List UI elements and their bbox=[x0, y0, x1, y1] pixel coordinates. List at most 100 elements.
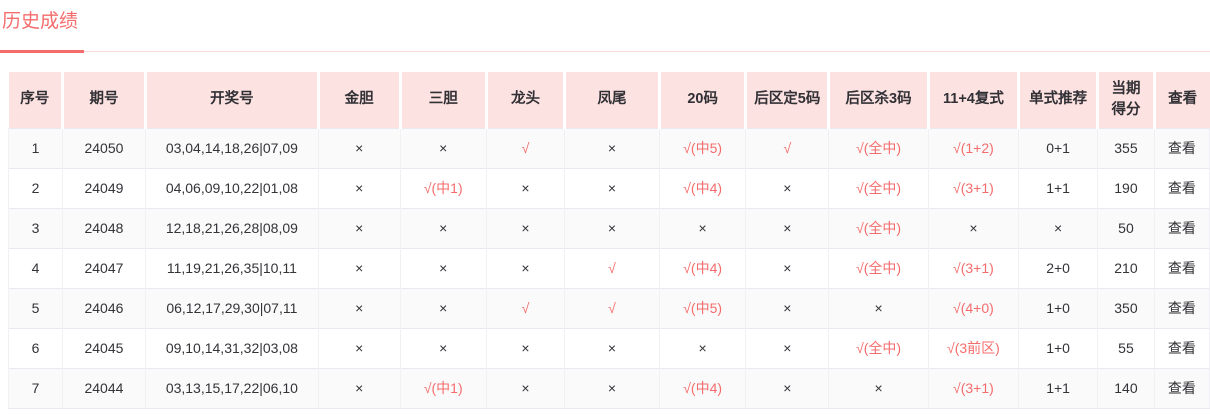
cell-gold-dan: × bbox=[318, 207, 401, 248]
title-underline bbox=[0, 50, 1210, 53]
cell-single-rec: 1+0 bbox=[1018, 327, 1099, 368]
cell-compound-11-4: √(3前区) bbox=[928, 327, 1019, 368]
cell-draw-numbers: 03,13,15,17,22|06,10 bbox=[145, 367, 319, 409]
cell-single-rec: 1+1 bbox=[1018, 367, 1099, 409]
cell-back-fix-5: × bbox=[745, 207, 830, 248]
cell-view[interactable]: 查看 bbox=[1154, 127, 1210, 168]
title-underline-thin bbox=[0, 51, 1210, 52]
cell-issue: 24045 bbox=[62, 327, 146, 368]
cell-seq: 6 bbox=[7, 327, 64, 368]
cell-compound-11-4: √(3+1) bbox=[928, 367, 1019, 409]
col-header-single-rec: 单式推荐 bbox=[1016, 72, 1098, 128]
view-link[interactable]: 查看 bbox=[1167, 140, 1196, 156]
cell-back-kill-3: √(全中) bbox=[828, 327, 929, 368]
cell-gold-dan: × bbox=[318, 287, 401, 328]
cell-view[interactable]: 查看 bbox=[1154, 367, 1210, 409]
cell-score: 190 bbox=[1097, 167, 1155, 208]
col-header-seq: 序号 bbox=[8, 72, 63, 128]
cell-back-fix-5: × bbox=[745, 367, 830, 409]
cell-view[interactable]: 查看 bbox=[1154, 247, 1210, 288]
table-head: 序号 期号 开奖号 金胆 三胆 龙头 凤尾 20码 后区定5码 后区杀3码 11+4复式 单式推荐 当期… bbox=[8, 72, 1210, 128]
cell-draw-numbers: 03,04,14,18,26|07,09 bbox=[145, 127, 319, 168]
cell-compound-11-4: √(4+0) bbox=[928, 287, 1019, 328]
col-header-three-dan: 三胆 bbox=[398, 72, 487, 128]
cell-single-rec: 1+1 bbox=[1018, 167, 1099, 208]
cell-issue: 24046 bbox=[62, 287, 146, 328]
table-row: 6 24045 09,10,14,31,32|03,08 × × × × × × √(全中) √(3… bbox=[7, 327, 1210, 368]
cell-dragon-head: × bbox=[486, 247, 566, 288]
cell-back-fix-5: × bbox=[745, 327, 830, 368]
col-header-gold-dan: 金胆 bbox=[316, 72, 400, 128]
cell-codes-20: × bbox=[659, 207, 747, 248]
cell-gold-dan: × bbox=[318, 367, 401, 409]
cell-codes-20: √(中5) bbox=[659, 127, 747, 168]
cell-compound-11-4: √(3+1) bbox=[928, 167, 1019, 208]
cell-issue: 24048 bbox=[62, 207, 146, 248]
cell-view[interactable]: 查看 bbox=[1154, 287, 1210, 328]
col-header-compound-11-4: 11+4复式 bbox=[926, 72, 1019, 128]
cell-dragon-head: × bbox=[486, 167, 566, 208]
cell-back-kill-3: √(全中) bbox=[828, 247, 929, 288]
cell-back-kill-3: × bbox=[828, 367, 929, 409]
cell-seq: 3 bbox=[7, 207, 64, 248]
cell-gold-dan: × bbox=[318, 247, 401, 288]
cell-gold-dan: × bbox=[318, 327, 401, 368]
cell-view[interactable]: 查看 bbox=[1154, 207, 1210, 248]
cell-dragon-head: × bbox=[486, 367, 566, 409]
cell-single-rec: 1+0 bbox=[1018, 287, 1099, 328]
cell-single-rec: 2+0 bbox=[1018, 247, 1099, 288]
cell-issue: 24047 bbox=[62, 247, 146, 288]
cell-three-dan: √(中1) bbox=[400, 367, 487, 409]
cell-dragon-head: √ bbox=[486, 127, 566, 168]
view-link[interactable]: 查看 bbox=[1167, 260, 1196, 276]
view-link[interactable]: 查看 bbox=[1167, 180, 1196, 196]
table-header-row: 序号 期号 开奖号 金胆 三胆 龙头 凤尾 20码 后区定5码 后区杀3码 11+4复式 单式推荐 当期… bbox=[8, 72, 1210, 128]
page: { "page": { "title": "历史成绩" }, "colors":… bbox=[0, 10, 1210, 417]
cell-back-fix-5: √ bbox=[745, 127, 830, 168]
cell-score: 50 bbox=[1097, 207, 1155, 248]
cell-draw-numbers: 12,18,21,26,28|08,09 bbox=[145, 207, 319, 248]
cell-seq: 1 bbox=[7, 127, 64, 168]
view-link[interactable]: 查看 bbox=[1167, 340, 1196, 356]
cell-codes-20: √(中4) bbox=[659, 167, 747, 208]
cell-score: 210 bbox=[1097, 247, 1155, 288]
cell-three-dan: × bbox=[400, 247, 487, 288]
view-link[interactable]: 查看 bbox=[1167, 380, 1196, 396]
cell-back-fix-5: × bbox=[745, 167, 830, 208]
table-row: 7 24044 03,13,15,17,22|06,10 × √(中1) × × √(中4) ×… bbox=[7, 367, 1210, 409]
title-underline-accent bbox=[0, 50, 84, 53]
cell-draw-numbers: 04,06,09,10,22|01,08 bbox=[145, 167, 319, 208]
view-link[interactable]: 查看 bbox=[1167, 220, 1196, 236]
cell-compound-11-4: √(3+1) bbox=[928, 247, 1019, 288]
col-header-phoenix-tail: 凤尾 bbox=[563, 72, 660, 128]
cell-back-kill-3: × bbox=[828, 287, 929, 328]
table-row: 4 24047 11,19,21,26,35|10,11 × × × √ √(中4) × √(全中… bbox=[7, 247, 1210, 288]
cell-phoenix-tail: √ bbox=[564, 247, 660, 288]
history-results-table: 序号 期号 开奖号 金胆 三胆 龙头 凤尾 20码 后区定5码 后区杀3码 11+4复式 单式推荐 当期… bbox=[7, 72, 1210, 409]
cell-issue: 24049 bbox=[62, 167, 146, 208]
cell-view[interactable]: 查看 bbox=[1154, 167, 1210, 208]
cell-gold-dan: × bbox=[318, 167, 401, 208]
table-body: 1 24050 03,04,14,18,26|07,09 × × √ × √(中5) √ √(全中… bbox=[7, 127, 1210, 409]
cell-back-kill-3: √(全中) bbox=[828, 207, 929, 248]
col-header-draw-numbers: 开奖号 bbox=[143, 72, 319, 128]
cell-phoenix-tail: × bbox=[564, 127, 660, 168]
cell-draw-numbers: 11,19,21,26,35|10,11 bbox=[145, 247, 319, 288]
cell-compound-11-4: √(1+2) bbox=[928, 127, 1019, 168]
cell-dragon-head: × bbox=[486, 327, 566, 368]
cell-three-dan: × bbox=[400, 327, 487, 368]
col-header-issue: 期号 bbox=[61, 72, 146, 128]
cell-issue: 24044 bbox=[62, 367, 146, 409]
view-link[interactable]: 查看 bbox=[1167, 300, 1196, 316]
table-row: 2 24049 04,06,09,10,22|01,08 × √(中1) × × √(中4) ×… bbox=[7, 167, 1210, 208]
col-header-dragon-head: 龙头 bbox=[484, 72, 565, 128]
col-header-score: 当期得分 bbox=[1096, 72, 1155, 128]
table-row: 5 24046 06,12,17,29,30|07,11 × × √ √ √(中5) × × √(4… bbox=[7, 287, 1210, 328]
cell-view[interactable]: 查看 bbox=[1154, 327, 1210, 368]
col-header-back-kill-3: 后区杀3码 bbox=[827, 72, 929, 128]
cell-three-dan: × bbox=[400, 127, 487, 168]
cell-single-rec: × bbox=[1018, 207, 1099, 248]
cell-score: 350 bbox=[1097, 287, 1155, 328]
cell-phoenix-tail: × bbox=[564, 327, 660, 368]
cell-dragon-head: √ bbox=[486, 287, 566, 328]
